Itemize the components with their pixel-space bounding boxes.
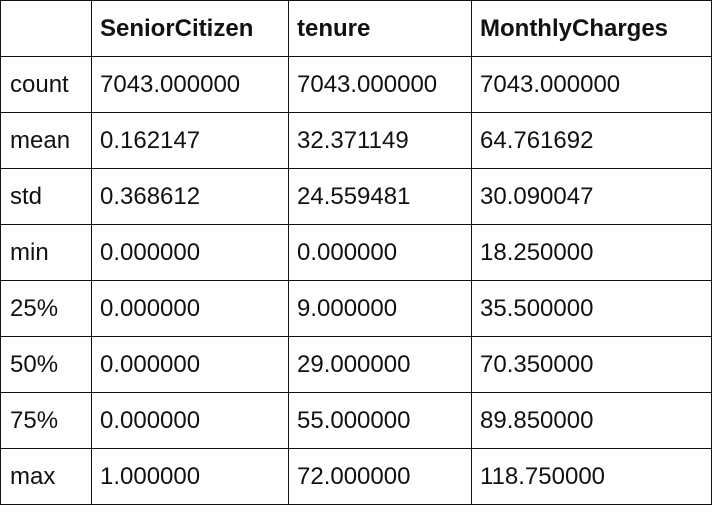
table-cell: 64.761692 xyxy=(471,112,712,169)
table-header: SeniorCitizen tenure MonthlyCharges xyxy=(0,0,712,57)
table-cell: 1.000000 xyxy=(91,448,289,505)
table-cell: 89.850000 xyxy=(471,392,712,449)
table-cell: 32.371149 xyxy=(288,112,472,169)
row-label: max xyxy=(0,448,92,505)
table-cell: 0.368612 xyxy=(91,168,289,225)
table-cell: 7043.000000 xyxy=(288,56,472,113)
table-row: std 0.368612 24.559481 30.090047 xyxy=(0,168,712,225)
table-cell: 0.000000 xyxy=(288,224,472,281)
table-cell: 118.750000 xyxy=(471,448,712,505)
row-label: 75% xyxy=(0,392,92,449)
table-cell: 9.000000 xyxy=(288,280,472,337)
describe-stats-table: SeniorCitizen tenure MonthlyCharges coun… xyxy=(0,0,712,505)
table-row: 25% 0.000000 9.000000 35.500000 xyxy=(0,280,712,337)
row-label: min xyxy=(0,224,92,281)
table-cell: 0.000000 xyxy=(91,392,289,449)
table-cell: 0.000000 xyxy=(91,336,289,393)
table-body: count 7043.000000 7043.000000 7043.00000… xyxy=(0,56,712,505)
column-header-seniorcitizen: SeniorCitizen xyxy=(91,0,289,57)
table-row: 50% 0.000000 29.000000 70.350000 xyxy=(0,336,712,393)
table-cell: 18.250000 xyxy=(471,224,712,281)
table-cell: 24.559481 xyxy=(288,168,472,225)
table-row: mean 0.162147 32.371149 64.761692 xyxy=(0,112,712,169)
table-row: max 1.000000 72.000000 118.750000 xyxy=(0,448,712,505)
table-cell: 7043.000000 xyxy=(471,56,712,113)
table-row: min 0.000000 0.000000 18.250000 xyxy=(0,224,712,281)
table-cell: 29.000000 xyxy=(288,336,472,393)
row-label: mean xyxy=(0,112,92,169)
table-row: 75% 0.000000 55.000000 89.850000 xyxy=(0,392,712,449)
table-cell: 0.000000 xyxy=(91,280,289,337)
row-label: 25% xyxy=(0,280,92,337)
column-header-tenure: tenure xyxy=(288,0,472,57)
table-cell: 0.000000 xyxy=(91,224,289,281)
table-cell: 0.162147 xyxy=(91,112,289,169)
table-row: count 7043.000000 7043.000000 7043.00000… xyxy=(0,56,712,113)
column-header-monthlycharges: MonthlyCharges xyxy=(471,0,712,57)
corner-cell xyxy=(0,0,92,57)
table-cell: 70.350000 xyxy=(471,336,712,393)
table-cell: 35.500000 xyxy=(471,280,712,337)
table-cell: 55.000000 xyxy=(288,392,472,449)
row-label: std xyxy=(0,168,92,225)
table-cell: 72.000000 xyxy=(288,448,472,505)
table-cell: 7043.000000 xyxy=(91,56,289,113)
row-label: 50% xyxy=(0,336,92,393)
row-label: count xyxy=(0,56,92,113)
header-row: SeniorCitizen tenure MonthlyCharges xyxy=(0,0,712,57)
table-cell: 30.090047 xyxy=(471,168,712,225)
